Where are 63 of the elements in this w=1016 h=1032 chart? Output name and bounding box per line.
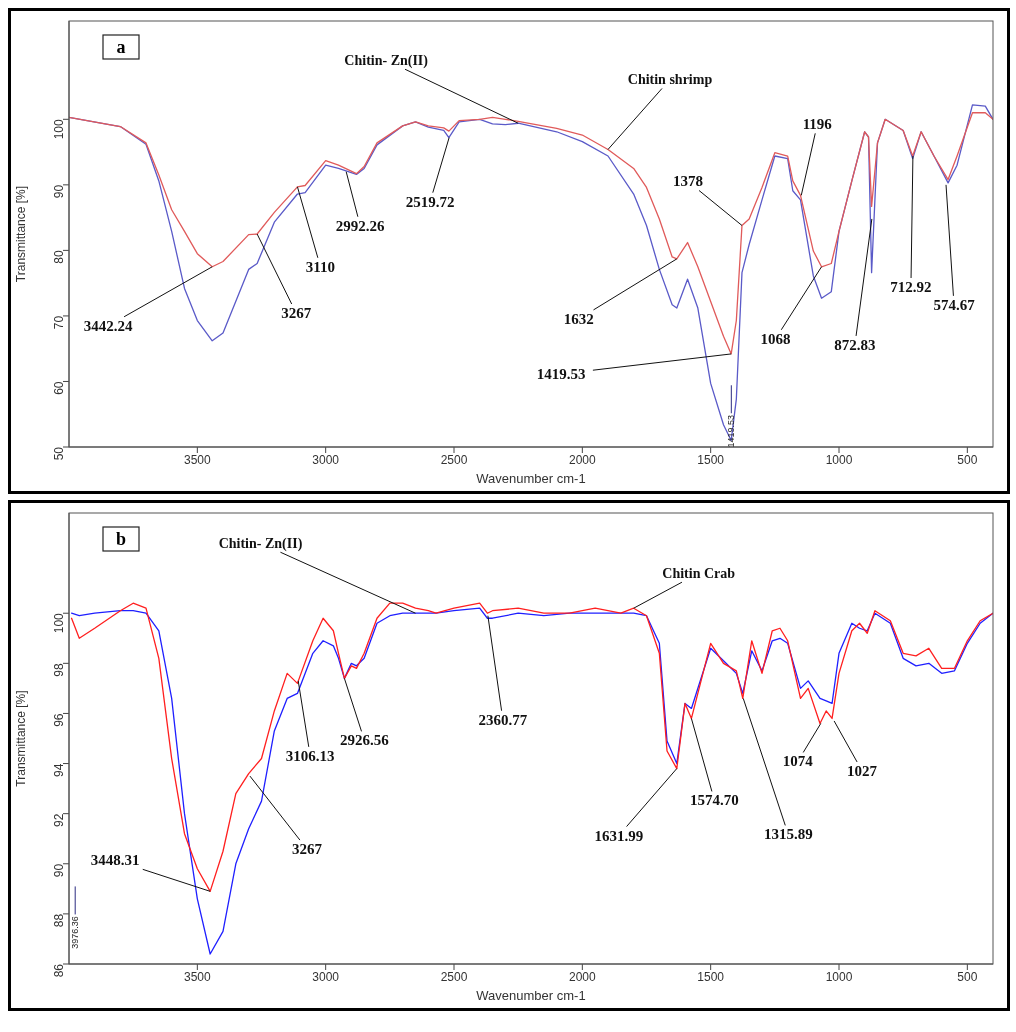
y-axis-title: Transmittance [%] — [14, 690, 28, 787]
annotation: 1632 — [563, 310, 594, 327]
y-tick-label: 90 — [52, 184, 67, 199]
annotation: 3448.31 — [90, 852, 140, 869]
y-tick-label: 100 — [52, 118, 67, 140]
x-axis-title: Wavenumber cm-1 — [476, 471, 586, 486]
x-tick-label: 3000 — [312, 969, 340, 984]
x-tick-label: 2000 — [568, 452, 596, 467]
y-tick-label: 50 — [52, 446, 67, 461]
text: Chitin- Zn(II) — [344, 53, 429, 70]
x-axis-title: Wavenumber cm-1 — [476, 988, 586, 1003]
annotation: 872.83 — [834, 336, 876, 353]
annotation: 3106.13 — [285, 747, 335, 764]
y-tick-label: 92 — [52, 813, 67, 828]
annotation: 1196 — [802, 116, 833, 133]
annotation: 1068 — [760, 330, 791, 347]
annotation: 3267 — [291, 841, 323, 858]
y-tick-label: 88 — [52, 913, 67, 928]
x-tick-label: 3500 — [183, 969, 211, 984]
y-tick-label: 80 — [52, 250, 67, 264]
y-tick-label: 70 — [52, 315, 67, 330]
x-tick-label: 2000 — [568, 969, 596, 984]
annotation: 3442.24 — [83, 317, 134, 334]
x-tick-label: 2500 — [440, 452, 468, 467]
x-tick-label: 1000 — [825, 452, 853, 467]
text: b — [115, 529, 127, 549]
annotation: 2360.77 — [478, 711, 528, 728]
annotation: 3267 — [281, 305, 312, 321]
annotation: 2926.56 — [340, 732, 390, 749]
text: Chitin- Zn(II) — [218, 536, 303, 553]
annotation: 2992.26 — [335, 217, 386, 234]
annotation: 712.92 — [890, 279, 932, 296]
y-tick-label: 94 — [52, 763, 67, 777]
annotation: 1631.99 — [594, 827, 644, 844]
x-tick-label: 1500 — [697, 969, 725, 984]
x-tick-label: 1500 — [697, 452, 725, 467]
annotation: 1315.89 — [763, 826, 813, 843]
x-tick-label: 2500 — [440, 969, 468, 984]
text: a — [116, 37, 126, 57]
x-tick-label: 3000 — [312, 452, 340, 467]
x-tick-label: 3500 — [183, 452, 211, 467]
text: Chitin Crab — [662, 566, 736, 582]
annotation: 1419.53 — [536, 365, 586, 382]
y-tick-label: 86 — [52, 963, 67, 978]
annotation: 1574.70 — [690, 792, 739, 809]
y-tick-label: 100 — [52, 612, 67, 634]
text: Chitin shrimp — [627, 72, 713, 88]
annotation: 3110 — [305, 258, 336, 275]
y-tick-label: 90 — [52, 863, 67, 878]
annotation: 574.67 — [933, 296, 976, 313]
y-tick-label: 96 — [52, 713, 67, 727]
annotation: 1074 — [782, 753, 814, 770]
y-axis-title: Transmittance [%] — [14, 185, 28, 283]
y-tick-label: 60 — [52, 381, 67, 395]
annotation: 1027 — [847, 762, 878, 779]
annotation: 1378 — [672, 173, 703, 190]
x-tick-label: 1000 — [825, 969, 853, 984]
x-tick-label: 500 — [957, 452, 978, 467]
annotation: 1419.53 — [726, 415, 737, 448]
annotation: 3976.36 — [70, 916, 81, 949]
y-tick-label: 98 — [52, 663, 67, 677]
x-tick-label: 500 — [957, 969, 978, 984]
annotation: 2519.72 — [405, 193, 455, 210]
